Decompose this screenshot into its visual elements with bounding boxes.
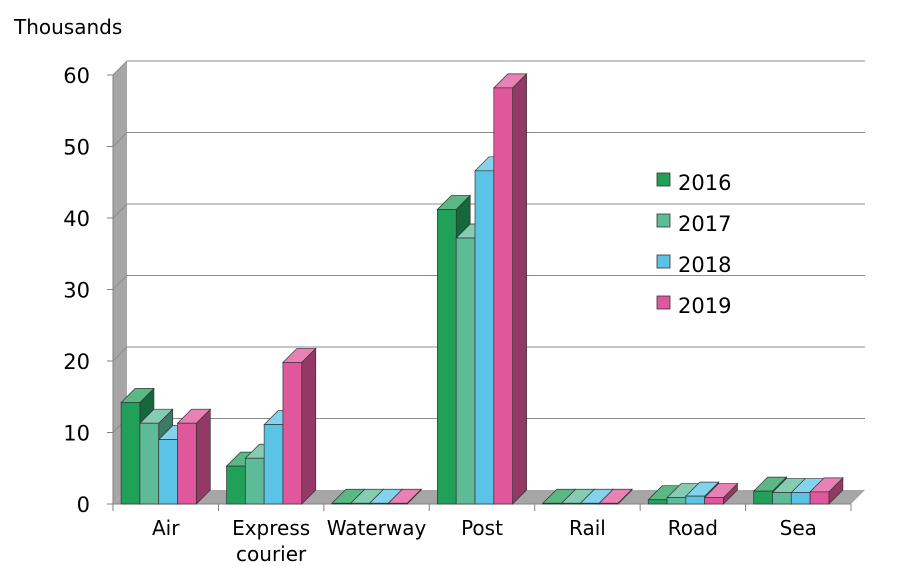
gridline-side <box>112 132 128 147</box>
legend-label: 2016 <box>678 171 731 195</box>
bar-2019-waterway <box>387 488 423 505</box>
bar-2019-express-courier <box>282 347 317 505</box>
bar-2019-post <box>492 73 528 505</box>
category-label: Air <box>152 516 180 540</box>
category-label: Road <box>668 516 718 540</box>
legend-item-2019: 2019 <box>656 294 731 318</box>
legend-label: 2017 <box>678 212 731 236</box>
x-axis-ticks <box>112 504 852 511</box>
y-axis-ticks: 0 10 20 30 40 50 60 <box>63 64 113 517</box>
y-tick-label: 30 <box>63 279 90 303</box>
legend-label: 2019 <box>678 294 731 318</box>
y-tick-label: 20 <box>63 350 90 374</box>
category-label: Express <box>232 516 310 540</box>
category-label: Waterway <box>327 516 427 540</box>
bar-2019-air <box>176 408 212 505</box>
legend-swatch <box>656 213 671 228</box>
bar-2019-sea <box>809 477 844 505</box>
legend-swatch <box>656 295 671 310</box>
legend-item-2018: 2018 <box>656 253 731 277</box>
y-tick-label: 50 <box>63 136 90 160</box>
gridline-side <box>112 346 128 362</box>
category-label: Rail <box>569 516 606 540</box>
category-label: courier <box>236 542 307 566</box>
y-tick-label: 40 <box>63 207 90 231</box>
legend-label: 2018 <box>678 253 731 277</box>
legend-item-2016: 2016 <box>656 171 731 195</box>
gridline-side <box>112 203 128 219</box>
gridline-side <box>112 60 128 76</box>
y-tick-label: 0 <box>77 493 90 517</box>
y-tick-label: 60 <box>63 64 90 88</box>
bar-2019-road <box>703 482 739 505</box>
category-label: Sea <box>780 516 817 540</box>
legend: 2016 2017 2018 2019 <box>656 171 731 318</box>
y-tick-label: 10 <box>63 422 90 446</box>
bar-2019-rail <box>598 488 633 505</box>
legend-item-2017: 2017 <box>656 212 731 236</box>
legend-swatch <box>656 172 671 187</box>
legend-swatch <box>656 254 671 269</box>
gridline-side <box>112 275 128 290</box>
bars <box>120 73 844 505</box>
category-label: Post <box>461 516 503 540</box>
y-unit-label: Thousands <box>14 15 123 39</box>
